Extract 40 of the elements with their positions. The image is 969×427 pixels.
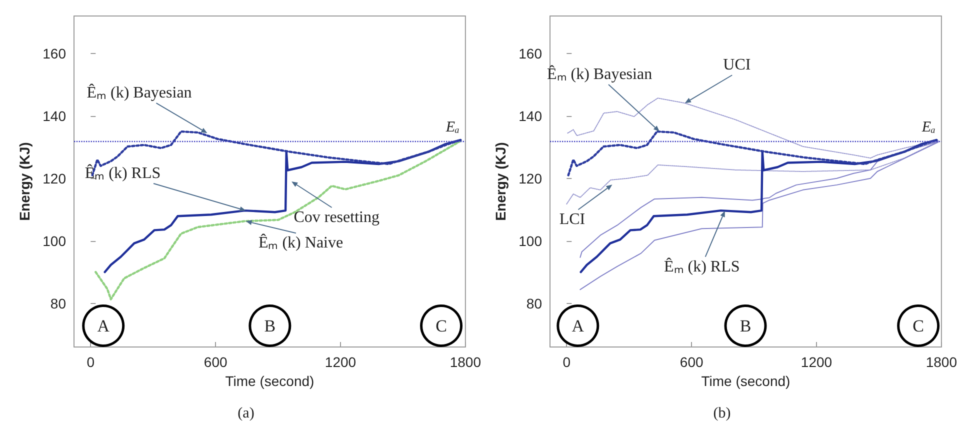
annotation: Êₘ (k) Bayesian [86,84,192,102]
annotation: A [572,316,585,336]
y-tick-label: 80 [50,295,66,312]
y-tick-label: 120 [518,170,542,186]
annotation: B [264,316,276,336]
text: (b) [713,406,731,422]
y-tick-label: 140 [42,108,66,124]
x-axis-title: Time (second) [701,372,790,389]
y-tick-label: 140 [518,108,542,124]
y-tick-label: 80 [526,295,542,312]
annotation: LCI [559,211,586,228]
y-tick-label: 100 [42,232,66,249]
x-tick-label: 1200 [800,354,832,370]
x-tick-label: 600 [680,354,704,370]
annotation: C [436,316,447,336]
text: (a) [238,406,254,422]
x-tick-label: 1800 [926,354,958,370]
y-tick-label: 160 [518,45,542,62]
x-tick-label: 0 [562,354,571,370]
x-tick-label: 1200 [324,354,356,370]
annotation: Êₘ (k) RLS [84,164,161,182]
y-axis-title: Energy (KJ) [16,142,33,221]
ref-line-label: Eₐ [444,119,460,136]
annotation: C [912,316,924,336]
annotation: Êₘ (k) Naive [258,234,344,252]
x-tick-label: 600 [204,354,228,370]
x-tick-label: 0 [86,354,95,370]
annotation: Cov resetting [294,209,380,226]
y-tick-label: 100 [518,232,542,249]
ref-line-label: Eₐ [920,119,936,136]
y-axis-title: Energy (KJ) [492,142,509,221]
annotation: A [97,316,110,336]
x-tick-label: 1800 [450,354,482,370]
y-tick-label: 120 [42,170,66,186]
annotation: B [740,316,752,336]
x-axis-title: Time (second) [225,372,314,389]
annotation: UCI [723,56,751,74]
annotation: Êₘ (k) Bayesian [546,65,652,84]
annotation: Êₘ (k) RLS [664,257,740,276]
y-tick-label: 160 [42,45,66,62]
